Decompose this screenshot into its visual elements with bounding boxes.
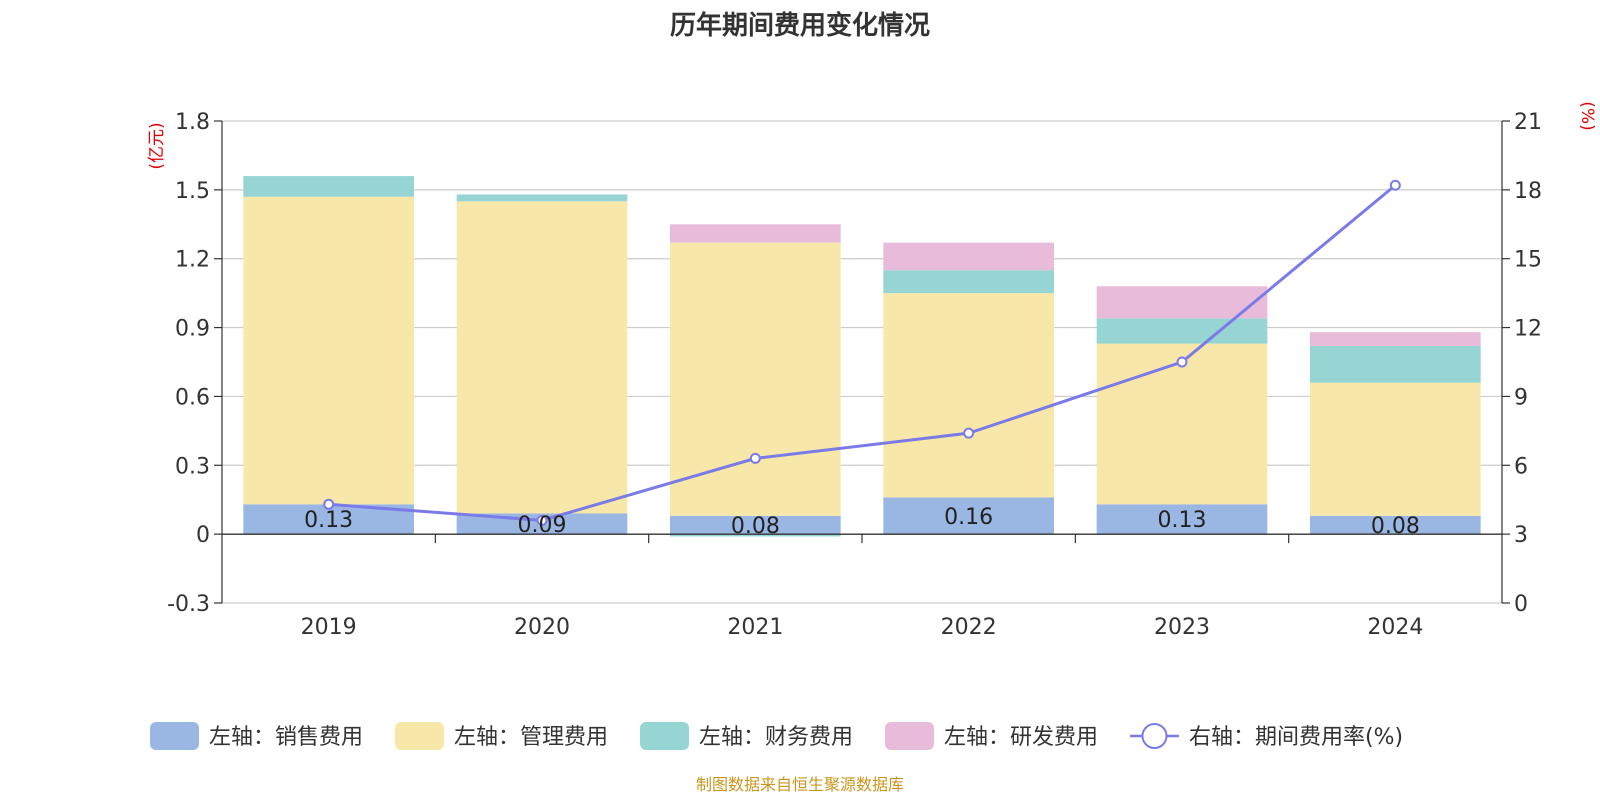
left-tick-label: 0.3 xyxy=(175,454,210,479)
bar-segment xyxy=(670,224,841,243)
bar-segment xyxy=(883,270,1054,294)
rate-line-path xyxy=(328,184,1397,522)
bar-segment xyxy=(883,497,1054,535)
rate-point xyxy=(1176,356,1188,368)
left-tick-label: 0 xyxy=(196,523,210,548)
legend-swatch xyxy=(885,722,934,750)
bar-segment xyxy=(1096,318,1268,344)
x-tick-label: 2022 xyxy=(941,615,997,640)
right-tick-label: 0 xyxy=(1514,592,1528,617)
bar-segment xyxy=(1310,345,1481,383)
left-tick-label: 1.5 xyxy=(175,179,210,204)
data-label: 0.13 xyxy=(1158,508,1207,533)
axes: -0.3 0 0.3 0.6 0.9 1.2 1.5 1.8 0 3 6 9 12 15 18 21 2019 2… xyxy=(167,110,1542,640)
x-tick-label: 2021 xyxy=(727,615,783,640)
left-tick-label: -0.3 xyxy=(167,592,210,617)
source-note: 制图数据来自恒生聚源数据库 xyxy=(696,775,904,794)
bar-segment xyxy=(243,176,414,197)
x-tick-label: 2024 xyxy=(1367,615,1423,640)
legend-label: 左轴：财务费用 xyxy=(699,725,853,750)
bar-segment xyxy=(1310,382,1481,516)
data-label: 0.08 xyxy=(1371,514,1420,539)
x-tick-label: 2019 xyxy=(301,615,357,640)
x-tick-label: 2023 xyxy=(1154,615,1210,640)
bar-segment xyxy=(883,293,1054,498)
rate-point xyxy=(536,514,548,526)
legend: 左轴：销售费用 左轴：管理费用 左轴：财务费用 左轴：研发费用 右轴：期间费用率(%) xyxy=(150,722,1403,750)
bar-segment xyxy=(1310,515,1481,535)
right-tick-label: 18 xyxy=(1514,179,1542,204)
rate-line xyxy=(323,179,1401,526)
legend-swatch xyxy=(395,722,444,750)
data-labels: 0.13 0.09 0.08 0.16 0.13 0.08 xyxy=(304,505,1420,539)
right-tick-label: 15 xyxy=(1514,248,1542,273)
data-label: 0.09 xyxy=(518,513,567,538)
bar-segment xyxy=(1096,504,1268,535)
legend-label: 左轴：研发费用 xyxy=(944,725,1098,750)
data-label: 0.08 xyxy=(731,514,780,539)
bar-segment xyxy=(670,534,841,537)
right-tick-label: 9 xyxy=(1514,385,1528,410)
legend-marker xyxy=(1141,723,1168,749)
legend-label: 右轴：期间费用率(%) xyxy=(1189,725,1403,750)
rate-point xyxy=(1389,179,1401,191)
left-tick-label: 1.8 xyxy=(175,110,210,135)
bar-segment xyxy=(243,196,414,505)
chart-title: 历年期间费用变化情况 xyxy=(670,10,930,41)
rate-point xyxy=(749,452,761,464)
bar-segment xyxy=(456,201,628,514)
right-tick-label: 3 xyxy=(1514,523,1528,548)
bar-segment xyxy=(1310,332,1481,346)
legend-swatch xyxy=(150,722,199,750)
right-tick-label: 12 xyxy=(1514,317,1542,342)
left-tick-label: 0.6 xyxy=(175,385,210,410)
right-axis-unit: (%) xyxy=(1577,101,1597,130)
right-tick-label: 21 xyxy=(1514,110,1542,135)
bars xyxy=(243,176,1481,537)
bar-segment xyxy=(670,515,841,535)
rate-point xyxy=(963,427,975,439)
bar-segment xyxy=(1096,343,1268,505)
data-label: 0.13 xyxy=(304,508,353,533)
left-tick-label: 0.9 xyxy=(175,317,210,342)
bar-segment xyxy=(456,194,628,202)
bar-segment xyxy=(883,242,1054,271)
data-label: 0.16 xyxy=(944,505,993,530)
legend-swatch xyxy=(640,722,689,750)
left-tick-label: 1.2 xyxy=(175,248,210,273)
x-tick-label: 2020 xyxy=(514,615,570,640)
bar-segment xyxy=(670,242,841,516)
legend-label: 左轴：销售费用 xyxy=(209,725,363,750)
left-axis-unit: (亿元) xyxy=(147,122,167,169)
rate-point xyxy=(323,498,335,510)
legend-label: 左轴：管理费用 xyxy=(454,725,608,750)
right-tick-label: 6 xyxy=(1514,454,1528,479)
